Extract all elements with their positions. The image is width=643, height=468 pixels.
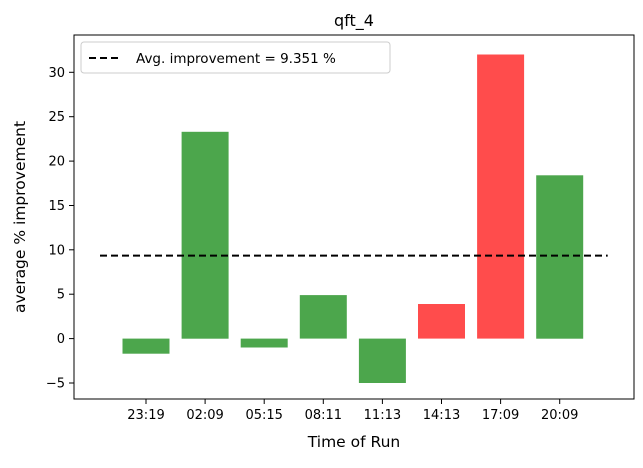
x-tick-label: 11:13 xyxy=(364,408,401,423)
x-tick-label: 23:19 xyxy=(127,408,164,423)
bar-2319 xyxy=(122,338,170,354)
x-tick-label: 14:13 xyxy=(423,408,460,423)
y-tick-label: 15 xyxy=(48,199,65,214)
x-tick-label: 08:11 xyxy=(305,408,342,423)
y-tick-label: 0 xyxy=(57,332,65,347)
x-axis-label: Time of Run xyxy=(307,433,400,451)
y-tick-label: 25 xyxy=(48,110,65,125)
bars-layer xyxy=(122,54,584,383)
legend-label: Avg. improvement = 9.351 % xyxy=(136,51,336,67)
bar-0811 xyxy=(299,295,347,339)
x-tick-label: 02:09 xyxy=(186,408,223,423)
bar-1709 xyxy=(477,54,525,339)
bar-0515 xyxy=(240,338,288,348)
y-tick-label: 10 xyxy=(48,243,65,258)
ticks-layer: −5 0 5 10 15 20 25 30 23:19 02:09 05:15 08:11 11:13 1… xyxy=(46,66,579,423)
x-tick-label: 20:09 xyxy=(541,408,578,423)
bar-0209 xyxy=(181,131,229,339)
legend: Avg. improvement = 9.351 % xyxy=(80,41,391,74)
plot-frame xyxy=(73,34,635,400)
chart-title: qft_4 xyxy=(334,11,374,31)
y-tick-label: 20 xyxy=(48,155,65,170)
x-tick-label: 05:15 xyxy=(245,408,282,423)
y-tick-label: 5 xyxy=(57,288,65,303)
bar-1113 xyxy=(358,338,406,383)
y-axis-label: average % improvement xyxy=(11,121,29,313)
bar-1413 xyxy=(418,304,465,339)
x-tick-label: 17:09 xyxy=(482,408,519,423)
bar-2009 xyxy=(536,175,584,339)
y-tick-label: −5 xyxy=(46,377,65,392)
legend-box xyxy=(80,41,391,74)
y-tick-label: 30 xyxy=(48,66,65,81)
